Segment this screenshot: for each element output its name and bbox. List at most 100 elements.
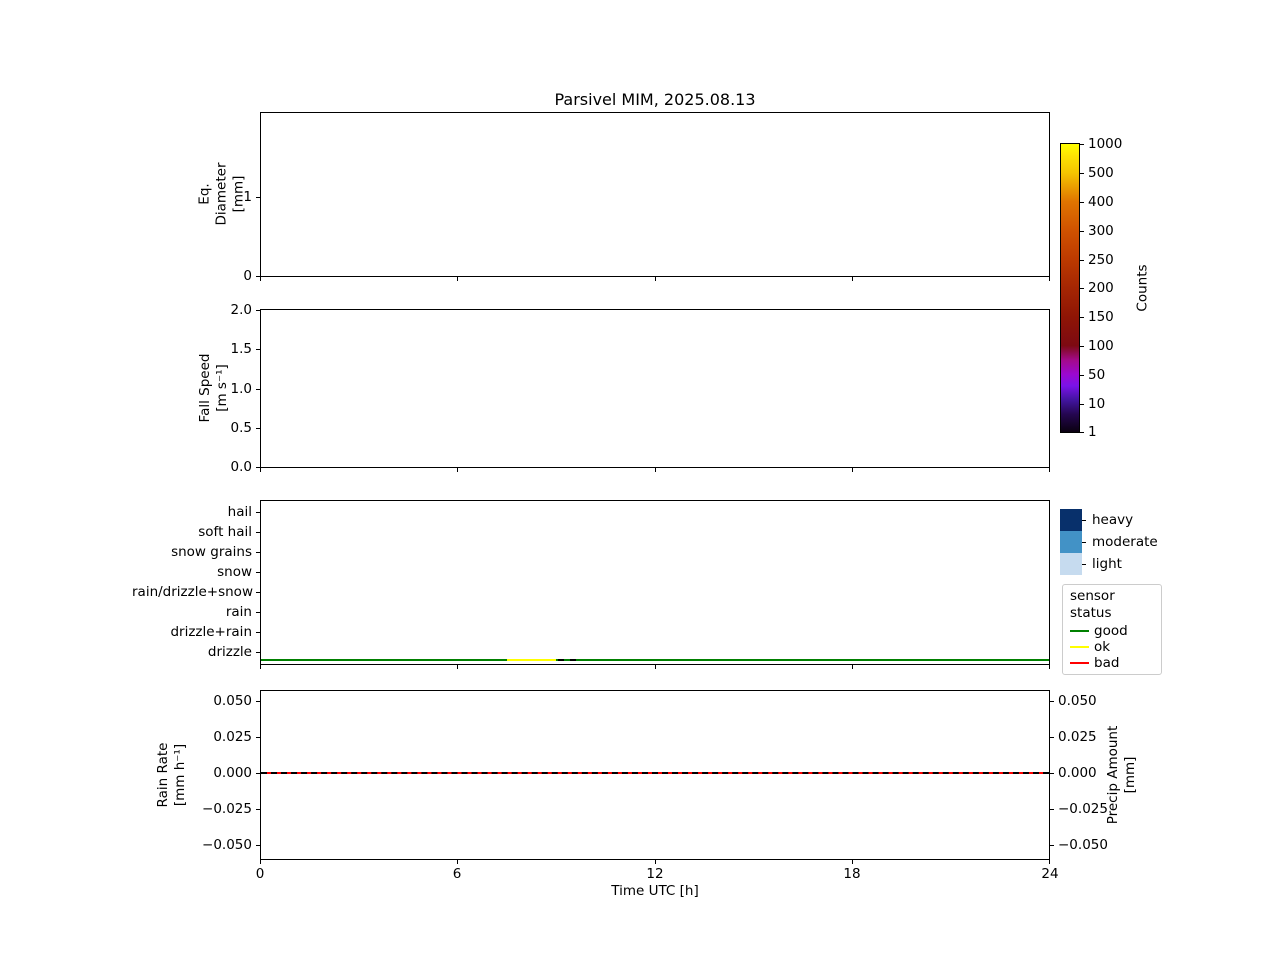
tick-mark (655, 468, 656, 472)
tick-mark (1049, 277, 1050, 281)
ytick-rr-l-4: −0.050 (202, 837, 252, 853)
light-swatch (1060, 553, 1082, 575)
tick-mark (852, 468, 853, 472)
intensity-label-heavy: heavy (1092, 512, 1134, 528)
ytick-fs-0_5: 0.5 (230, 420, 252, 436)
tick-mark (260, 860, 261, 864)
ytick-fs-2_0: 2.0 (230, 302, 252, 318)
tick-mark (1080, 202, 1084, 203)
legend-row-bad: bad (1070, 655, 1154, 671)
cbar-tick-150: 150 (1088, 309, 1114, 325)
legend-row-ok: ok (1070, 639, 1154, 655)
tick-mark (655, 860, 656, 864)
tick-mark (457, 665, 458, 669)
tick-mark (256, 276, 260, 277)
tick-mark (256, 809, 260, 810)
legend-label-bad: bad (1094, 655, 1120, 671)
cbar-tick-100: 100 (1088, 338, 1114, 354)
intensity-legend (1060, 509, 1082, 575)
category-snow: snow (217, 564, 252, 580)
precip-amount-zero-line (261, 772, 1049, 774)
chart-title: Parsivel MIM, 2025.08.13 (554, 90, 756, 109)
tick-mark (1050, 737, 1054, 738)
tick-mark (852, 860, 853, 864)
ytick-rr-l-0: 0.050 (213, 693, 252, 709)
cbar-tick-1000: 1000 (1088, 136, 1123, 152)
sensor-status-line-good (261, 659, 1049, 661)
sensor-status-legend-title: sensor status (1070, 588, 1115, 621)
tick-mark (256, 592, 260, 593)
counts-colorbar (1060, 143, 1080, 433)
cbar-tick-200: 200 (1088, 280, 1114, 296)
panel-rain-rate (260, 690, 1050, 860)
ytick-rr-r-2: 0.000 (1058, 765, 1097, 781)
ytick-rr-r-3: −0.025 (1058, 801, 1108, 817)
cbar-tick-10: 10 (1088, 396, 1106, 412)
category-rain: rain (225, 604, 252, 620)
cbar-tick-50: 50 (1088, 367, 1106, 383)
tick-mark (260, 665, 261, 669)
moderate-swatch (1060, 531, 1082, 553)
tick-mark (256, 737, 260, 738)
category-drizzle-rain: drizzle+rain (170, 624, 252, 640)
tick-mark (256, 512, 260, 513)
ytick-rr-l-2: 0.000 (213, 765, 252, 781)
intensity-label-moderate: moderate (1092, 534, 1158, 550)
tick-mark (256, 310, 260, 311)
tick-mark (256, 652, 260, 653)
sensor-status-legend: sensor status good ok bad (1062, 584, 1162, 675)
ytick-eq-0: 0 (243, 268, 252, 284)
xtick-0: 0 (255, 866, 265, 882)
tick-mark (852, 665, 853, 669)
tick-mark (256, 532, 260, 533)
ok-line-swatch (1070, 646, 1089, 648)
cbar-tick-500: 500 (1088, 165, 1114, 181)
xtick-6: 6 (452, 866, 462, 882)
xtick-24: 24 (1041, 866, 1059, 882)
tick-mark (1080, 317, 1084, 318)
cbar-tick-1: 1 (1088, 424, 1097, 440)
cbar-tick-300: 300 (1088, 223, 1114, 239)
legend-label-ok: ok (1094, 639, 1111, 655)
panel-eq-diameter (260, 112, 1050, 277)
ytick-rr-r-4: −0.050 (1058, 837, 1108, 853)
category-snow-grains: snow grains (171, 544, 252, 560)
panel-fall-speed (260, 309, 1050, 468)
cbar-tick-400: 400 (1088, 194, 1114, 210)
tick-mark (655, 665, 656, 669)
tick-mark (457, 860, 458, 864)
tick-mark (1082, 542, 1086, 543)
ytick-rr-l-3: −0.025 (202, 801, 252, 817)
tick-mark (1082, 564, 1086, 565)
tick-mark (1050, 845, 1054, 846)
tick-mark (1080, 231, 1084, 232)
legend-label-good: good (1094, 623, 1128, 639)
tick-mark (1080, 260, 1084, 261)
tick-mark (256, 428, 260, 429)
xtick-12: 12 (646, 866, 664, 882)
ytick-fs-0_0: 0.0 (230, 459, 252, 475)
ytick-eq-1: 1 (243, 189, 252, 205)
tick-mark (1080, 144, 1084, 145)
tick-mark (256, 632, 260, 633)
tick-mark (1080, 288, 1084, 289)
tick-mark (1049, 860, 1050, 864)
legend-row-good: good (1070, 623, 1154, 639)
sensor-status-segment-ok (507, 659, 556, 661)
tick-mark (1049, 665, 1050, 669)
tick-mark (1050, 701, 1054, 702)
tick-mark (256, 572, 260, 573)
tick-mark (655, 277, 656, 281)
tick-mark (1082, 520, 1086, 521)
tick-mark (1080, 346, 1084, 347)
tick-mark (256, 349, 260, 350)
tick-mark (1080, 173, 1084, 174)
tick-mark (256, 845, 260, 846)
tick-mark (256, 467, 260, 468)
category-rain-drizzle-snow: rain/drizzle+snow (132, 584, 253, 600)
tick-mark (256, 701, 260, 702)
category-drizzle: drizzle (207, 644, 252, 660)
tick-mark (256, 389, 260, 390)
tick-mark (256, 612, 260, 613)
